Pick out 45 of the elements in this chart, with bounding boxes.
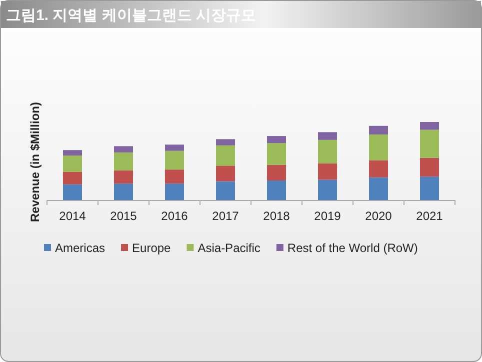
legend-label: Europe (132, 241, 172, 255)
bar (420, 158, 439, 177)
bar (267, 136, 286, 144)
legend-label: Americas (55, 241, 106, 255)
bar (216, 139, 235, 146)
bar (114, 152, 133, 170)
bar (420, 122, 439, 130)
bar (267, 143, 286, 165)
bar (267, 164, 286, 180)
bar (420, 176, 439, 200)
bar (216, 166, 235, 182)
bar (165, 170, 184, 184)
bar (369, 177, 388, 200)
x-tick-label: 2021 (416, 209, 444, 223)
bar (63, 150, 82, 156)
bar (216, 145, 235, 166)
bar (165, 150, 184, 170)
bar (165, 144, 184, 151)
y-axis-title: Revenue (in $Million) (28, 102, 42, 222)
x-tick-label: 2018 (263, 209, 290, 223)
bar (420, 130, 439, 158)
bar (369, 126, 388, 134)
bar (114, 184, 133, 200)
x-tick-label: 2019 (314, 209, 342, 223)
legend-label: Asia-Pacific (198, 241, 260, 255)
bar (369, 134, 388, 160)
x-tick-label: 2014 (59, 209, 86, 223)
bar (267, 180, 286, 200)
x-tick-label: 2015 (110, 209, 138, 223)
bar (114, 146, 133, 152)
bar (216, 181, 235, 200)
x-tick-label: 2020 (365, 209, 392, 223)
bar (63, 156, 82, 172)
bar (63, 184, 82, 200)
x-tick-label: 2017 (212, 209, 240, 223)
bar (63, 172, 82, 184)
bar (318, 180, 337, 200)
bar (318, 132, 337, 140)
x-tick-label: 2016 (161, 209, 188, 223)
bar (114, 170, 133, 184)
bar (369, 160, 388, 178)
legend-label: Rest of the World (RoW) (287, 241, 418, 255)
bar (318, 140, 337, 164)
bar (165, 184, 184, 200)
bar (318, 163, 337, 180)
